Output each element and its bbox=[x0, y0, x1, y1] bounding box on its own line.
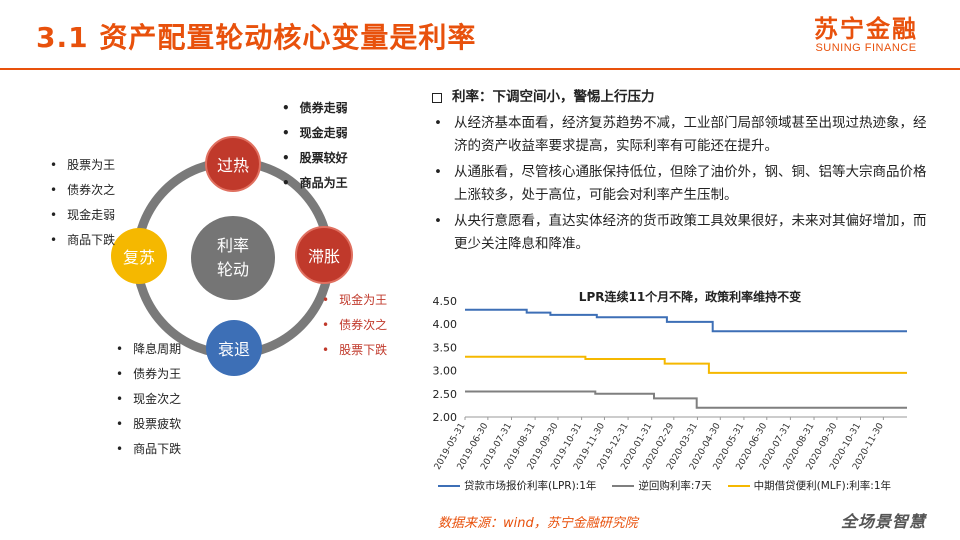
list-item: 商品为王 bbox=[282, 171, 348, 196]
list-item: 债券次之 bbox=[322, 313, 387, 338]
y-tick-label: 2.50 bbox=[433, 388, 458, 401]
legend-item-lpr: 贷款市场报价利率(LPR):1年 bbox=[438, 478, 596, 493]
series-line-1 bbox=[465, 390, 907, 409]
list-item: 商品下跌 bbox=[50, 228, 115, 253]
recovery-list: 股票为王 债券次之 现金走弱 商品下跌 bbox=[50, 153, 115, 253]
phase-stagflation-label: 滞胀 bbox=[307, 247, 340, 266]
phase-recovery-label: 复苏 bbox=[122, 248, 155, 267]
title-divider bbox=[0, 68, 960, 70]
phase-recovery: 复苏 bbox=[111, 228, 167, 284]
legend-swatch-mlf bbox=[727, 484, 750, 487]
rate-chart: 4.50 4.00 3.50 3.00 2.50 2.00 2019-05-31 2019-0… bbox=[420, 282, 930, 502]
logo: 苏宁金融 SUNING FINANCE bbox=[806, 16, 926, 54]
list-item: 债券次之 bbox=[50, 178, 115, 203]
series-line-2 bbox=[465, 355, 907, 374]
legend-item-repo: 逆回购利率:7天 bbox=[612, 478, 712, 493]
y-tick-label: 3.00 bbox=[433, 365, 458, 378]
legend-label-lpr: 贷款市场报价利率(LPR):1年 bbox=[464, 480, 597, 492]
y-tick-label: 4.00 bbox=[433, 318, 458, 331]
analysis-bullet: 从央行意愿看，直达实体经济的货币政策工具效果很好，未来对其偏好增加，而更少关注降… bbox=[432, 210, 927, 256]
list-item: 债券为王 bbox=[116, 362, 181, 387]
recession-list: 降息周期 债券为王 现金次之 股票疲软 商品下跌 bbox=[116, 337, 181, 462]
list-item: 债券走弱 bbox=[282, 96, 348, 121]
phase-overheat-label: 过热 bbox=[216, 156, 249, 175]
center-circle: 利率 轮动 bbox=[191, 216, 275, 300]
phase-overheat: 过热 bbox=[205, 136, 261, 192]
series-line-0 bbox=[465, 308, 907, 333]
phase-stagflation: 滞胀 bbox=[295, 226, 353, 284]
logo-text-cn: 苏宁金融 bbox=[814, 15, 918, 43]
analysis-bullet: 从经济基本面看，经济复苏趋势不减，工业部门局部领域甚至出现过热迹象，经济的资产收… bbox=[432, 112, 927, 158]
legend-item-mlf: 中期借贷便利(MLF):利率:1年 bbox=[727, 478, 892, 493]
legend-label-repo: 逆回购利率:7天 bbox=[638, 480, 712, 492]
page-title: 3.1 资产配置轮动核心变量是利率 bbox=[36, 21, 477, 54]
list-item: 现金走弱 bbox=[282, 121, 348, 146]
list-item: 股票下跌 bbox=[322, 338, 387, 363]
chart-legend: 贷款市场报价利率(LPR):1年 逆回购利率:7天 中期借贷便利(MLF):利率… bbox=[438, 478, 938, 493]
list-item: 商品下跌 bbox=[116, 437, 181, 462]
phase-recession: 衰退 bbox=[206, 320, 262, 376]
analysis-heading-text: 利率：下调空间小，警惕上行压力 bbox=[452, 89, 655, 105]
logo-text-en: SUNING FINANCE bbox=[815, 42, 917, 54]
list-item: 现金走弱 bbox=[50, 203, 115, 228]
investment-clock: 利率 轮动 过热 滞胀 衰退 复苏 债券走弱 现金走弱 股票较好 商品为王 股票… bbox=[0, 0, 430, 470]
center-label-2: 轮动 bbox=[216, 260, 249, 279]
center-label-1: 利率 bbox=[216, 236, 249, 255]
list-item: 股票为王 bbox=[50, 153, 115, 178]
rate-chart-svg: 4.504.003.503.002.502.002019-05-312019-0… bbox=[433, 295, 907, 472]
y-tick-label: 3.50 bbox=[433, 341, 458, 354]
stagflation-list: 现金为王 债券次之 股票下跌 bbox=[322, 288, 387, 363]
chart-title: LPR连续11个月不降，政策利率维持不变 bbox=[578, 290, 802, 304]
slogan: 全场景智慧 bbox=[840, 512, 926, 531]
analysis-heading: 利率：下调空间小，警惕上行压力 bbox=[432, 86, 927, 109]
y-tick-label: 4.50 bbox=[433, 295, 458, 308]
list-item: 股票疲软 bbox=[116, 412, 181, 437]
list-item: 现金次之 bbox=[116, 387, 181, 412]
data-source: 数据来源：wind，苏宁金融研究院 bbox=[438, 516, 638, 531]
analysis-bullet: 从通胀看，尽管核心通胀保持低位，但除了油价外，钢、铜、铝等大宗商品价格上涨较多，… bbox=[432, 161, 927, 207]
analysis-text: 利率：下调空间小，警惕上行压力 从经济基本面看，经济复苏趋势不减，工业部门局部领… bbox=[432, 86, 927, 256]
list-item: 股票较好 bbox=[282, 146, 348, 171]
square-bullet-icon bbox=[432, 92, 442, 103]
list-item: 现金为王 bbox=[322, 288, 387, 313]
legend-swatch-lpr bbox=[438, 484, 460, 487]
y-tick-label: 2.00 bbox=[433, 411, 458, 424]
legend-label-mlf: 中期借贷便利(MLF):利率:1年 bbox=[753, 480, 892, 492]
legend-swatch-repo bbox=[612, 484, 635, 487]
list-item: 降息周期 bbox=[116, 337, 181, 362]
overheat-list: 债券走弱 现金走弱 股票较好 商品为王 bbox=[282, 96, 348, 196]
phase-recession-label: 衰退 bbox=[217, 340, 250, 359]
